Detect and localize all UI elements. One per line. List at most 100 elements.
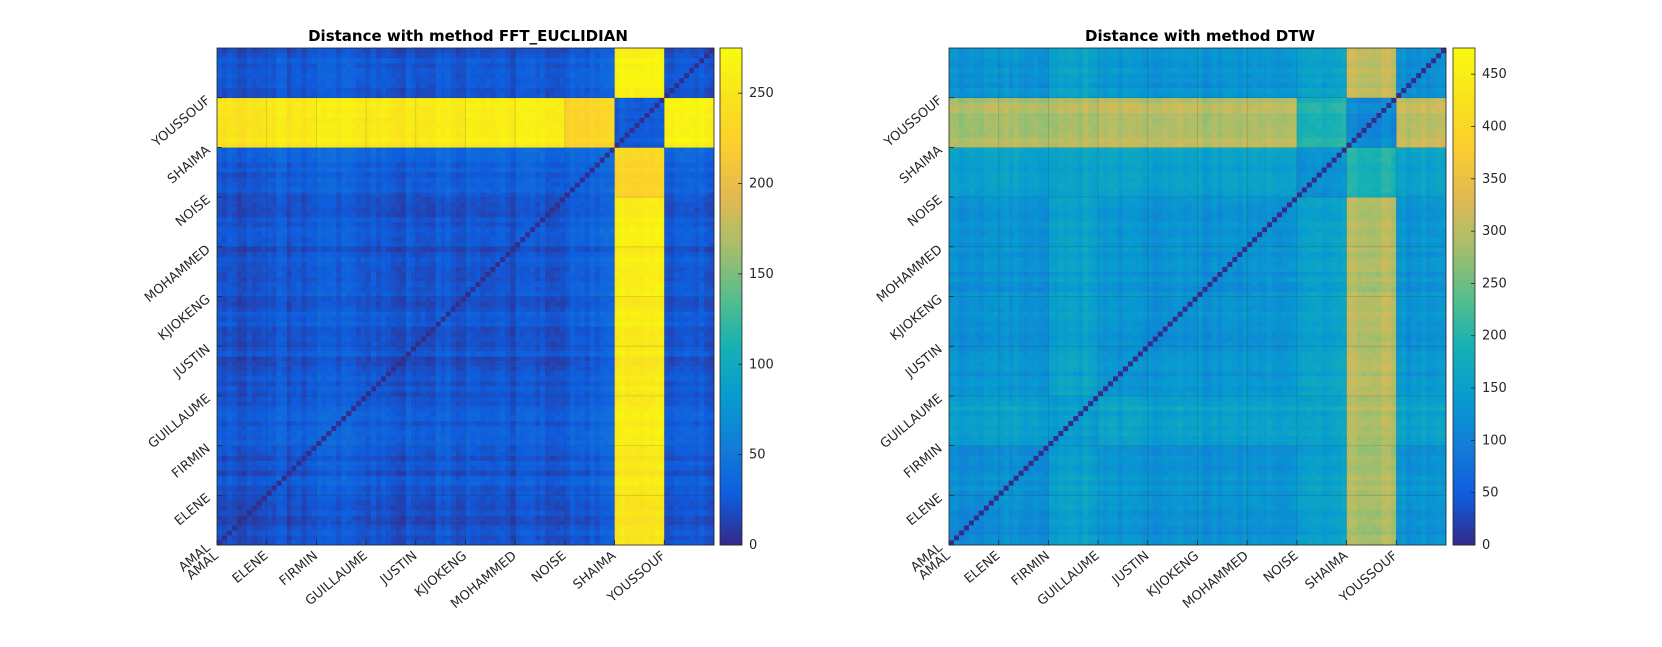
heatmap-cell bbox=[445, 445, 451, 451]
heatmap-cell bbox=[261, 460, 267, 466]
heatmap-cell bbox=[336, 390, 342, 397]
heatmap-cell bbox=[251, 385, 258, 392]
heatmap-cell bbox=[376, 376, 382, 382]
heatmap-cell bbox=[545, 445, 551, 451]
heatmap-cell bbox=[480, 460, 486, 466]
heatmap-cell bbox=[609, 500, 615, 506]
heatmap-cell bbox=[450, 495, 456, 501]
heatmap-cell bbox=[505, 341, 511, 347]
heatmap-cell bbox=[445, 455, 451, 461]
heatmap-cell bbox=[649, 440, 655, 446]
heatmap-cell bbox=[281, 480, 287, 486]
heatmap-cell bbox=[226, 465, 233, 471]
heatmap-cell bbox=[689, 465, 695, 471]
heatmap-cell bbox=[709, 390, 715, 397]
heatmap-cell bbox=[629, 420, 635, 427]
heatmap-cell bbox=[594, 435, 600, 441]
heatmap-cell bbox=[296, 465, 302, 471]
heatmap-cell bbox=[639, 430, 645, 436]
heatmap-cell bbox=[699, 485, 705, 491]
heatmap-cell bbox=[291, 361, 297, 367]
heatmap-cell bbox=[455, 376, 461, 382]
heatmap-cell bbox=[525, 445, 531, 451]
heatmap-cell bbox=[634, 505, 640, 511]
heatmap-cell bbox=[266, 520, 272, 526]
heatmap-cell bbox=[510, 465, 516, 471]
heatmap-cell bbox=[256, 346, 263, 352]
heatmap-cell bbox=[435, 440, 441, 446]
heatmap-cell bbox=[639, 326, 645, 332]
heatmap-cell bbox=[599, 525, 605, 531]
heatmap-cell bbox=[624, 410, 630, 417]
heatmap-cell bbox=[316, 435, 322, 441]
heatmap-cell bbox=[241, 445, 248, 451]
heatmap-cell bbox=[520, 435, 526, 441]
heatmap-cell bbox=[316, 415, 322, 422]
heatmap-cell bbox=[505, 356, 511, 362]
heatmap-cell bbox=[326, 470, 332, 476]
heatmap-cell bbox=[251, 470, 258, 476]
heatmap-cell bbox=[699, 351, 705, 357]
heatmap-cell bbox=[624, 450, 630, 456]
heatmap-cell bbox=[470, 356, 476, 362]
heatmap-cell bbox=[346, 475, 352, 481]
heatmap-cell bbox=[361, 356, 367, 362]
heatmap-cell bbox=[554, 410, 561, 417]
heatmap-cell bbox=[520, 306, 526, 312]
heatmap-cell bbox=[649, 385, 655, 392]
heatmap-cell bbox=[674, 341, 680, 347]
heatmap-cell bbox=[589, 505, 596, 511]
heatmap-cell bbox=[241, 505, 248, 511]
heatmap-cell bbox=[654, 530, 660, 536]
heatmap-cell bbox=[664, 376, 670, 382]
heatmap-cell bbox=[609, 440, 615, 446]
heatmap-cell bbox=[301, 445, 307, 451]
heatmap-cell bbox=[669, 505, 675, 511]
heatmap-cell bbox=[460, 356, 466, 362]
heatmap-cell bbox=[281, 510, 287, 516]
heatmap-cell bbox=[465, 410, 471, 417]
heatmap-cell bbox=[589, 480, 596, 486]
heatmap-cell bbox=[450, 530, 456, 536]
heatmap-cell bbox=[644, 420, 650, 427]
heatmap-cell bbox=[490, 380, 496, 387]
heatmap-cell bbox=[659, 465, 665, 471]
heatmap-cell bbox=[455, 465, 461, 471]
heatmap-cell bbox=[321, 495, 327, 501]
heatmap-cell bbox=[415, 306, 422, 312]
heatmap-cell bbox=[619, 510, 625, 516]
heatmap-cell bbox=[699, 540, 705, 546]
heatmap-cell bbox=[371, 376, 377, 382]
heatmap-cell bbox=[609, 460, 615, 466]
heatmap-cell bbox=[331, 455, 337, 461]
heatmap-cell bbox=[286, 390, 292, 397]
heatmap-cell bbox=[440, 385, 446, 392]
heatmap-cell bbox=[510, 435, 516, 441]
heatmap-cell bbox=[261, 490, 267, 496]
heatmap-cell bbox=[425, 535, 432, 541]
heatmap-cell bbox=[356, 341, 362, 347]
heatmap-cell bbox=[415, 351, 422, 357]
heatmap-cell bbox=[634, 316, 640, 322]
heatmap-cell bbox=[306, 420, 312, 427]
heatmap-cell bbox=[450, 465, 456, 471]
heatmap-cell bbox=[535, 445, 541, 451]
heatmap-cell bbox=[351, 535, 357, 541]
heatmap-cell bbox=[609, 306, 615, 312]
heatmap-cell bbox=[530, 331, 536, 337]
heatmap-cell bbox=[316, 505, 322, 511]
heatmap-cell bbox=[361, 480, 367, 486]
heatmap-cell bbox=[554, 525, 561, 531]
heatmap-cell bbox=[654, 455, 660, 461]
heatmap-cell bbox=[410, 366, 417, 372]
heatmap-cell bbox=[261, 505, 267, 511]
heatmap-cell bbox=[291, 331, 297, 337]
heatmap-cell bbox=[649, 296, 655, 302]
heatmap-cell bbox=[400, 440, 407, 446]
heatmap-cell bbox=[435, 450, 441, 456]
heatmap-cell bbox=[574, 470, 581, 476]
heatmap-cell bbox=[589, 390, 596, 397]
heatmap-cell bbox=[371, 331, 377, 337]
heatmap-cell bbox=[316, 326, 322, 332]
heatmap-cell bbox=[554, 430, 561, 436]
